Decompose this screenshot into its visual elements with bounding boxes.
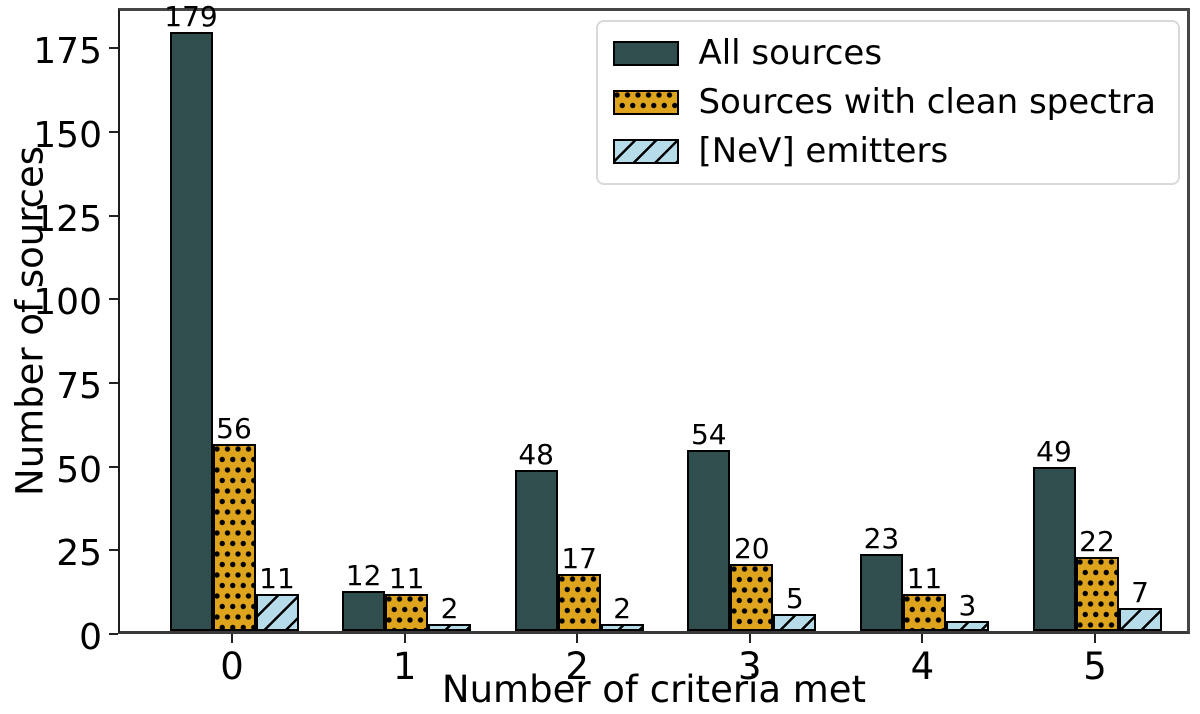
bar-sources-with-clean-spectra-4: [902, 594, 946, 631]
y-tick-label: 125: [33, 198, 102, 240]
y-tick-label: 100: [33, 282, 102, 324]
bar-nev-emitters-1: [428, 624, 472, 631]
legend-item-sources-with-clean-spectra: Sources with clean spectra: [613, 82, 1156, 123]
y-tick-mark: [109, 130, 118, 133]
bar-all-sources-1: [342, 590, 386, 631]
legend-item-nev-emitters: [NeV] emitters: [613, 132, 1156, 171]
bar-value-label: 11: [259, 562, 295, 596]
y-tick-mark: [109, 214, 118, 217]
y-tick-mark: [109, 633, 118, 635]
y-tick-label: 0: [79, 617, 102, 658]
legend-swatch-dots-icon: [613, 90, 680, 116]
bar-nev-emitters-4: [945, 620, 989, 631]
x-tick-label-3: 3: [738, 645, 762, 688]
x-tick-mark: [403, 634, 406, 643]
bar-nev-emitters-5: [1118, 607, 1162, 631]
legend-swatch-solid-icon: [613, 41, 680, 67]
x-tick-mark: [921, 634, 924, 643]
bar-value-label: 20: [733, 532, 770, 566]
legend-item-all-sources: All sources: [613, 33, 1156, 73]
x-tick-mark: [748, 634, 751, 643]
bar-value-label: 54: [690, 418, 727, 452]
bar-sources-with-clean-spectra-5: [1075, 557, 1119, 631]
bar-value-label: 11: [906, 562, 943, 596]
legend-label: All sources: [698, 33, 883, 73]
bar-value-label: 48: [518, 438, 555, 472]
bar-sources-with-clean-spectra-3: [730, 564, 774, 631]
bar-nev-emitters-0: [255, 594, 299, 631]
bar-value-label: 3: [958, 588, 977, 622]
y-tick-label: 50: [56, 449, 102, 491]
bar-nev-emitters-2: [600, 624, 644, 631]
bar-value-label: 2: [613, 592, 632, 626]
x-tick-mark: [576, 634, 579, 643]
bar-all-sources-2: [514, 470, 558, 631]
bar-value-label: 179: [164, 0, 218, 33]
y-tick-label: 25: [56, 533, 102, 575]
legend-swatch-diagonal-icon: [613, 139, 680, 165]
bar-value-label: 2: [440, 592, 459, 626]
bar-sources-with-clean-spectra-2: [557, 574, 601, 631]
bar-value-label: 49: [1036, 434, 1072, 468]
y-tick-mark: [109, 47, 118, 50]
y-tick-mark: [109, 298, 118, 301]
bar-all-sources-3: [687, 450, 731, 631]
bar-value-label: 17: [561, 542, 598, 576]
y-tick-label: 150: [33, 114, 102, 156]
bar-all-sources-4: [859, 554, 903, 631]
bar-value-label: 23: [863, 522, 900, 555]
x-tick-label-1: 1: [392, 645, 417, 688]
y-tick-label: 75: [56, 365, 102, 407]
bar-value-label: 11: [388, 562, 425, 596]
bar-all-sources-0: [169, 31, 213, 631]
y-tick-mark: [109, 549, 118, 552]
legend: All sources Sources with clean spectra [Ne…: [596, 20, 1180, 186]
legend-label: [NeV] emitters: [698, 131, 949, 172]
bar-value-label: 7: [1131, 575, 1149, 609]
x-tick-mark: [231, 634, 233, 643]
x-tick-label-5: 5: [1083, 645, 1107, 688]
bar-all-sources-5: [1032, 466, 1076, 631]
bar-nev-emitters-3: [773, 614, 817, 631]
x-tick-label-2: 2: [565, 645, 589, 688]
legend-label: Sources with clean spectra: [698, 82, 1156, 123]
bar-sources-with-clean-spectra-1: [385, 594, 429, 631]
bar-value-label: 22: [1079, 525, 1115, 559]
bar-sources-with-clean-spectra-0: [212, 443, 256, 631]
bar-value-label: 56: [216, 411, 252, 445]
x-tick-label-4: 4: [910, 645, 935, 688]
bar-value-label: 12: [345, 558, 382, 592]
x-tick-label-0: 0: [220, 645, 244, 688]
y-tick-mark: [109, 465, 118, 468]
x-axis-label: Number of criteria met: [441, 668, 867, 711]
x-tick-mark: [1094, 634, 1096, 643]
bar-value-label: 5: [785, 582, 804, 616]
y-tick-label: 175: [33, 31, 102, 73]
y-tick-mark: [109, 381, 118, 384]
